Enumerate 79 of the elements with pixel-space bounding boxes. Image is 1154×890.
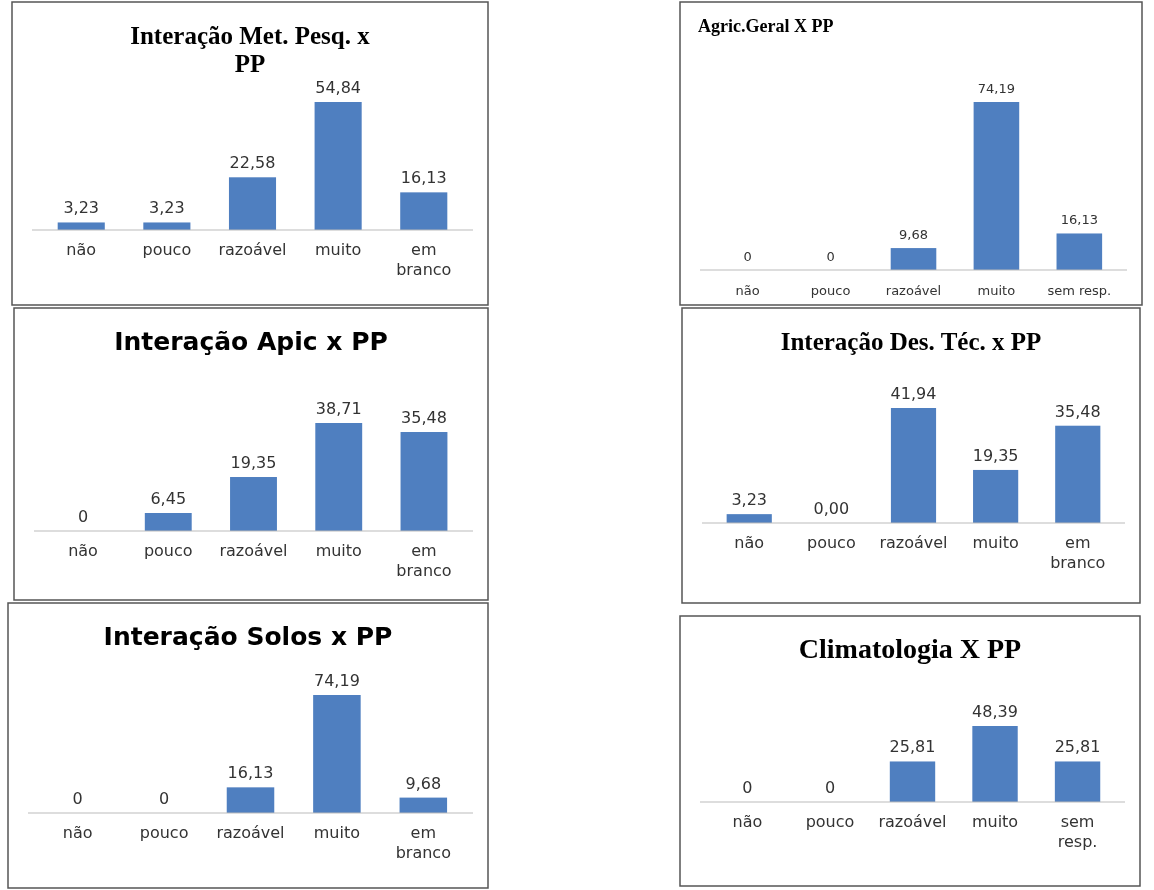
- chart-title: Interação Solos x PP: [103, 622, 393, 651]
- data-label: 0: [742, 778, 753, 797]
- data-label: 25,81: [1054, 737, 1101, 757]
- x-tick-label: sem resp.: [1047, 283, 1112, 298]
- bar: [57, 222, 105, 230]
- x-tick-label: muito: [315, 240, 362, 259]
- x-tick-label: pouco: [805, 812, 855, 831]
- x-tick-label: razoável: [879, 533, 948, 552]
- x-tick-label: não: [734, 533, 765, 552]
- x-tick-label: razoável: [885, 283, 942, 298]
- x-tick-label: muito: [971, 812, 1019, 831]
- bar: [143, 222, 191, 230]
- data-label: 0: [826, 249, 835, 264]
- data-label: 19,35: [972, 445, 1019, 465]
- x-tick-label: muito: [972, 533, 1019, 552]
- data-label: 16,13: [227, 763, 274, 783]
- x-tick-label: razoável: [216, 823, 285, 842]
- x-tick-label: pouco: [139, 823, 189, 842]
- data-label: 19,35: [230, 453, 277, 473]
- data-label: 3,23: [149, 198, 185, 218]
- data-label: 6,45: [150, 489, 187, 508]
- x-tick-label: razoável: [878, 812, 947, 831]
- data-label: 74,19: [314, 671, 360, 690]
- data-label: 22,58: [229, 153, 276, 173]
- chart-title: Climatologia X PP: [798, 633, 1022, 664]
- bar: [890, 408, 937, 523]
- bar: [400, 192, 448, 230]
- x-tick-label: muito: [315, 541, 362, 560]
- x-tick-label: pouco: [143, 541, 193, 560]
- bar: [973, 469, 1019, 523]
- x-tick-label: sem resp.: [1057, 812, 1098, 851]
- x-tick-label: não: [66, 240, 97, 259]
- data-label: 0: [743, 249, 752, 264]
- data-label: 74,19: [977, 81, 1016, 96]
- x-tick-label: pouco: [142, 240, 192, 259]
- x-tick-label: em branco: [396, 541, 452, 580]
- bar: [726, 514, 772, 523]
- x-tick-label: muito: [313, 823, 361, 842]
- data-label: 54,84: [315, 78, 362, 97]
- data-label: 0: [824, 778, 836, 797]
- data-label: 3,23: [63, 198, 100, 218]
- x-tick-label: razoável: [219, 541, 288, 560]
- data-label: 41,94: [890, 384, 937, 403]
- data-label: 35,48: [1054, 401, 1101, 421]
- x-tick-label: em branco: [395, 823, 451, 862]
- data-label: 48,39: [972, 702, 1018, 721]
- data-label: 9,68: [405, 773, 442, 793]
- bar: [1055, 425, 1101, 523]
- bar: [314, 102, 362, 230]
- bar: [144, 513, 192, 531]
- bar: [315, 423, 363, 531]
- x-tick-label: em branco: [396, 240, 452, 279]
- data-label: 0: [159, 789, 170, 808]
- data-label: 38,71: [315, 399, 362, 418]
- data-label: 16,13: [1060, 212, 1098, 228]
- data-label: 0,00: [813, 499, 850, 518]
- data-label: 0: [77, 507, 89, 526]
- x-tick-label: não: [735, 283, 760, 298]
- chart-title: Agric.Geral X PP: [698, 16, 834, 36]
- bar: [400, 432, 448, 531]
- data-label: 0: [72, 789, 83, 808]
- x-tick-label: não: [732, 812, 763, 831]
- bar: [230, 477, 277, 531]
- x-tick-label: muito: [977, 283, 1016, 298]
- data-label: 35,48: [401, 408, 447, 428]
- x-tick-label: pouco: [807, 533, 856, 552]
- x-tick-label: não: [68, 541, 98, 560]
- data-label: 3,23: [731, 490, 768, 510]
- data-label: 25,81: [889, 737, 936, 757]
- x-tick-label: razoável: [218, 240, 287, 259]
- chart-title: Interação Des. Téc. x PP: [780, 328, 1042, 355]
- bar: [228, 177, 277, 230]
- chart-title: Interação Apic x PP: [114, 327, 388, 356]
- x-tick-label: pouco: [810, 283, 851, 298]
- data-label: 16,13: [400, 168, 447, 188]
- chart-title: Interação Met. Pesq. x PP: [130, 22, 371, 77]
- x-tick-label: não: [62, 823, 93, 842]
- x-tick-label: em branco: [1050, 533, 1106, 572]
- data-label: 9,68: [899, 227, 928, 243]
